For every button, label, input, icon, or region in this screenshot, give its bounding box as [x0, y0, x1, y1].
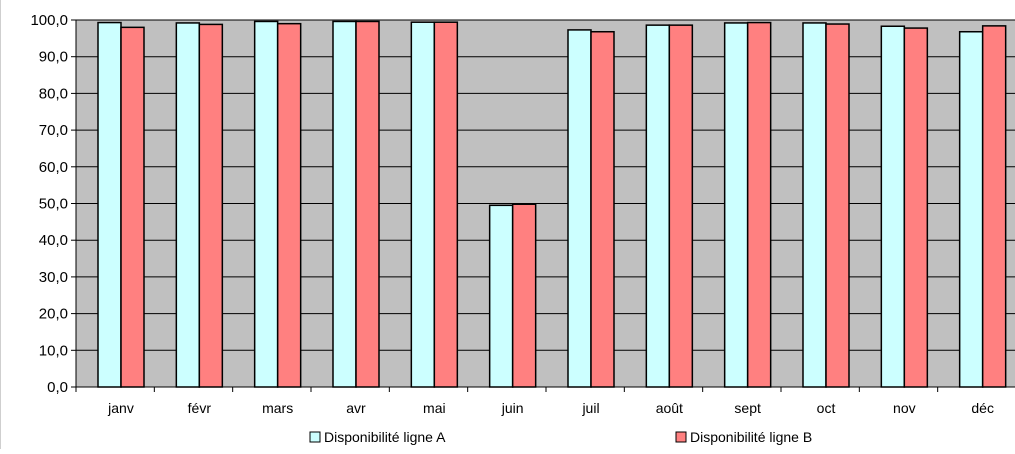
- x-tick-label: nov: [893, 400, 916, 416]
- x-tick-label: févr: [188, 400, 212, 416]
- bar-a-sept: [723, 22, 749, 388]
- bar-a-déc: [958, 30, 984, 388]
- legend-label: Disponibilité ligne A: [324, 429, 446, 445]
- bar-a-oct: [802, 22, 827, 388]
- legend-swatch: [309, 431, 321, 443]
- bar-b-juin: [511, 203, 537, 388]
- bar-b-sept: [746, 21, 772, 388]
- bar-a-janv: [97, 21, 122, 388]
- legend-swatch: [675, 431, 687, 443]
- x-tick-label: oct: [817, 400, 836, 416]
- y-tick-label: 40,0: [39, 232, 68, 249]
- y-tick-label: 10,0: [39, 342, 68, 359]
- bar-b-oct: [825, 23, 850, 388]
- bar-a-nov: [880, 25, 906, 388]
- y-tick-label: 30,0: [39, 269, 68, 286]
- y-tick-label: 90,0: [39, 49, 68, 66]
- bar-a-juin: [488, 204, 514, 388]
- bar-b-avr: [355, 20, 380, 388]
- legend-label: Disponibilité ligne B: [690, 429, 812, 445]
- bar-b-mai: [433, 21, 459, 388]
- bar-a-févr: [175, 22, 201, 388]
- bar-b-juil: [590, 30, 615, 388]
- bar-b-janv: [120, 26, 145, 388]
- x-tick-label: sept: [734, 400, 761, 416]
- y-tick-label: 60,0: [39, 159, 68, 176]
- bar-b-févr: [198, 23, 224, 388]
- bar-a-avr: [332, 20, 357, 388]
- x-tick-label: déc: [971, 400, 994, 416]
- y-tick-label: 50,0: [39, 196, 68, 213]
- bar-a-juil: [567, 29, 592, 388]
- bar-a-août: [645, 24, 671, 388]
- bar-b-nov: [903, 27, 929, 388]
- bar-b-mars: [276, 22, 302, 388]
- x-tick-label: juin: [501, 400, 524, 416]
- bar-b-août: [668, 24, 694, 388]
- y-tick-label: 70,0: [39, 122, 68, 139]
- x-tick-label: mars: [262, 400, 293, 416]
- y-tick-label: 0,0: [47, 379, 68, 396]
- x-tick-label: janv: [107, 400, 134, 416]
- x-tick-label: mai: [423, 400, 446, 416]
- y-tick-label: 80,0: [39, 85, 68, 102]
- y-tick-label: 100,0: [30, 12, 68, 29]
- y-tick-label: 20,0: [39, 306, 68, 323]
- x-tick-label: août: [656, 400, 683, 416]
- bar-a-mai: [410, 21, 436, 388]
- bar-a-mars: [253, 20, 279, 388]
- x-tick-label: juil: [581, 400, 599, 416]
- x-tick-label: avr: [346, 400, 366, 416]
- bar-b-déc: [981, 25, 1007, 388]
